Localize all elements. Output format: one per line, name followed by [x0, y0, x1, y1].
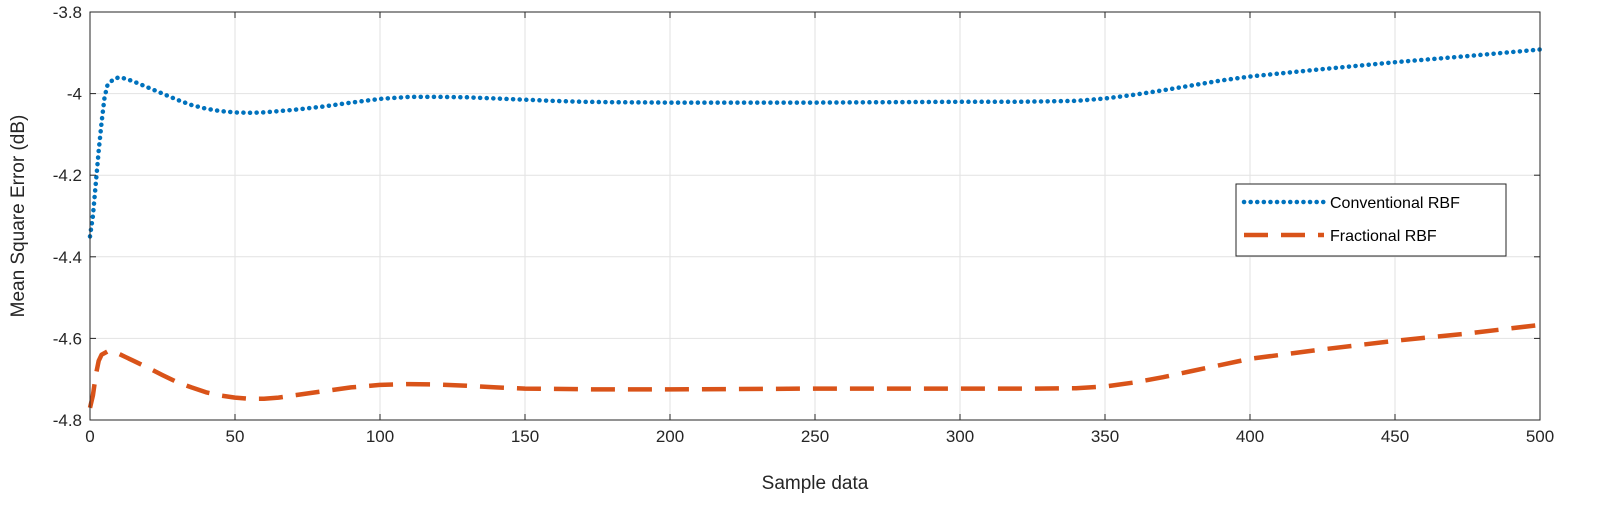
legend-box	[1235, 183, 1507, 257]
y-tick-label: -3.8	[53, 3, 82, 22]
series-line-1	[87, 47, 1543, 239]
x-tick-label: 350	[1091, 427, 1119, 446]
y-axis-label: Mean Square Error (dB)	[8, 115, 29, 318]
axes	[89, 11, 1541, 421]
y-tick-label: -4.8	[53, 411, 82, 430]
x-tick-label: 0	[85, 427, 94, 446]
x-tick-label: 50	[226, 427, 245, 446]
x-axis-label: Sample data	[762, 473, 869, 494]
series-line-2	[87, 322, 1541, 409]
y-tick-label: -4	[67, 85, 82, 104]
tick-labels: 0 50 100 150 200 250 300 350 400 450 500 -3.8 -4 -4.2…	[53, 3, 1554, 446]
x-tick-label: 400	[1236, 427, 1264, 446]
y-tick-label: -4.6	[53, 329, 82, 348]
x-tick-label: 450	[1381, 427, 1409, 446]
y-tick-label: -4.4	[53, 248, 82, 267]
x-tick-label: 250	[801, 427, 829, 446]
legend-label-1: Conventional RBF	[1330, 195, 1460, 212]
x-tick-label: 500	[1526, 427, 1554, 446]
x-tick-label: 200	[656, 427, 684, 446]
series-lines	[87, 47, 1543, 409]
legend: Conventional RBF Fractional RBF	[1235, 183, 1507, 257]
x-tick-label: 300	[946, 427, 974, 446]
x-tick-label: 100	[366, 427, 394, 446]
x-tick-label: 150	[511, 427, 539, 446]
y-tick-label: -4.2	[53, 166, 82, 185]
legend-label-2: Fractional RBF	[1330, 228, 1437, 245]
